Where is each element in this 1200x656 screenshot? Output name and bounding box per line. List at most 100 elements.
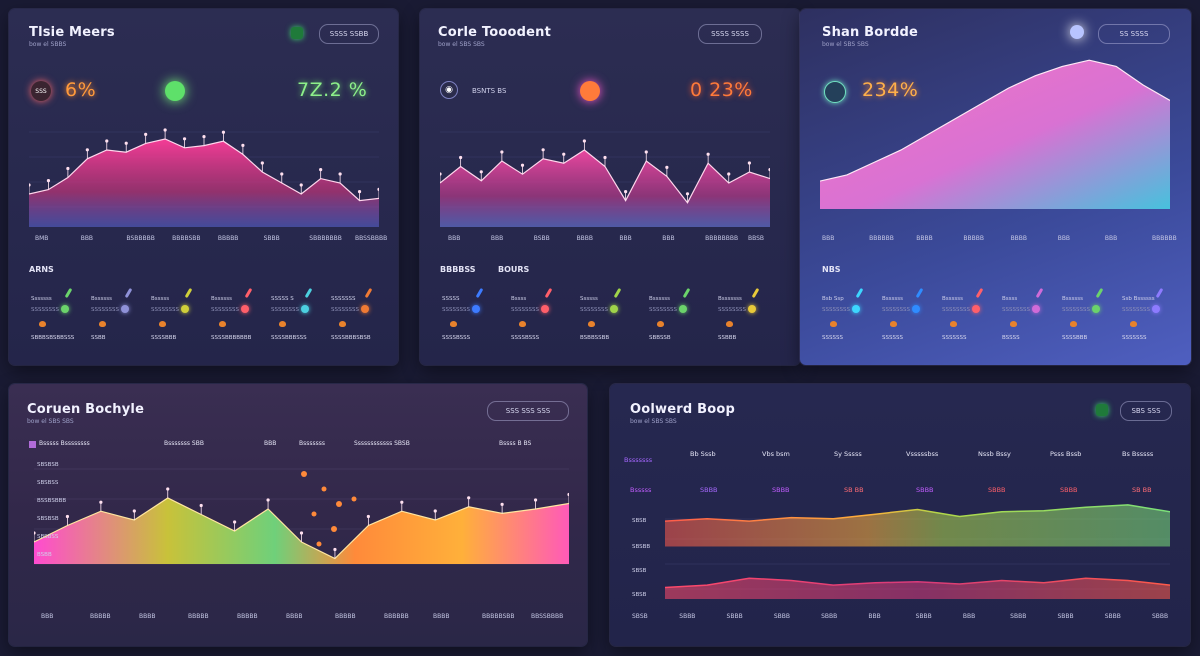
range-toggle[interactable]: SS SSSS [1098,24,1170,44]
data-point[interactable] [124,141,128,145]
legend-item-name[interactable]: Bsb Ssp [822,296,844,302]
data-point[interactable] [582,139,586,143]
legend-item-footer: SSBBB [718,335,737,341]
data-point[interactable] [46,179,51,183]
data-point[interactable] [479,170,483,174]
column-header: Bsssss Bssssssss [39,440,90,447]
data-point[interactable] [166,487,170,491]
data-point[interactable] [440,172,442,176]
data-point[interactable] [85,148,89,152]
data-point[interactable] [433,509,437,513]
data-point[interactable] [182,137,187,141]
data-point[interactable] [221,130,226,134]
data-point[interactable] [665,165,669,169]
legend-item-name[interactable]: Bsssssss [718,296,742,302]
data-point[interactable] [644,150,648,154]
data-point[interactable] [500,150,504,154]
legend-item-name[interactable]: Bssssss [882,296,903,302]
data-point[interactable] [29,183,31,187]
legend-item-name[interactable]: Bssss [1002,296,1018,302]
column-header: Bsssssss SBB [164,440,204,447]
legend-color-dot[interactable] [61,305,69,313]
legend-item-name[interactable]: SSSSS S [271,296,294,302]
data-point[interactable] [333,547,337,552]
data-point[interactable] [467,496,471,500]
legend-item-name[interactable]: SSSSSSS [331,296,356,302]
legend-item-name[interactable]: Bssssss [649,296,670,302]
legend-item-name[interactable]: Bssssss [1062,296,1083,302]
legend-item-name[interactable]: Bssss [511,296,527,302]
data-point[interactable] [319,168,323,172]
legend-color-dot[interactable] [1032,305,1040,313]
legend-item-name[interactable]: Bssssss [91,296,112,302]
data-point[interactable] [685,192,690,196]
data-point[interactable] [768,168,770,172]
data-point[interactable] [163,128,167,132]
data-point[interactable] [233,520,237,524]
data-point[interactable] [280,172,284,176]
legend-item-name[interactable]: Ssb Bssssss [1122,296,1155,302]
legend-color-dot[interactable] [361,305,369,313]
legend-color-dot[interactable] [241,305,249,313]
data-point[interactable] [199,503,203,508]
range-toggle[interactable]: SBS SSS [1120,401,1172,421]
legend-color-dot[interactable] [972,305,980,313]
data-point[interactable] [520,163,525,167]
legend-color-dot[interactable] [181,305,189,313]
data-point[interactable] [202,135,206,139]
data-point[interactable] [562,152,566,156]
data-point[interactable] [624,190,628,194]
data-point[interactable] [377,187,379,191]
data-point[interactable] [34,531,36,535]
data-point[interactable] [400,500,404,504]
status-icon[interactable] [1096,404,1108,416]
data-point[interactable] [260,161,264,165]
data-point[interactable] [338,172,342,176]
data-point[interactable] [105,139,109,143]
legend-item-name[interactable]: SSSSS [442,296,460,302]
data-point[interactable] [266,498,270,502]
legend-color-dot[interactable] [679,305,687,313]
legend-color-dot[interactable] [121,305,129,313]
legend-item-name[interactable]: Sssssss [31,296,52,302]
legend-item-name[interactable]: Bssssss [942,296,963,302]
legend-color-dot[interactable] [912,305,920,313]
data-point[interactable] [706,152,710,156]
legend-color-dot[interactable] [1152,305,1160,313]
legend-color-dot[interactable] [610,305,618,313]
data-point[interactable] [132,509,136,513]
data-point[interactable] [603,155,607,160]
data-point[interactable] [299,531,304,535]
data-point[interactable] [567,492,569,497]
data-point[interactable] [747,161,751,165]
range-toggle-label: SSS SSS SSS [505,407,551,415]
data-point[interactable] [65,514,70,519]
legend-item-name[interactable]: Bsssss [151,296,170,302]
data-point[interactable] [500,502,504,506]
data-point[interactable] [459,155,463,160]
data-point[interactable] [299,183,303,187]
legend-color-dot[interactable] [301,305,309,313]
data-point[interactable] [66,166,70,171]
status-icon[interactable] [291,27,303,39]
data-point[interactable] [144,132,148,136]
range-toggle[interactable]: SSSS SSSS [698,24,762,44]
data-point[interactable] [99,500,103,504]
data-point[interactable] [366,514,370,519]
legend-color-dot[interactable] [1092,305,1100,313]
range-toggle[interactable]: SSSS SSBB [319,24,379,44]
legend-item-name[interactable]: Bssssss [211,296,232,302]
data-point[interactable] [357,190,362,194]
legend-marker-icon [682,287,691,299]
legend-color-dot[interactable] [748,305,756,313]
data-point[interactable] [241,143,245,147]
legend-item-name[interactable]: Ssssss [580,296,598,302]
x-tick-label: BBBB [433,613,450,620]
range-toggle[interactable]: SSS SSS SSS [487,401,569,421]
data-point[interactable] [727,172,731,176]
legend-color-dot[interactable] [852,305,860,313]
legend-color-dot[interactable] [541,305,549,313]
data-point[interactable] [533,498,538,502]
legend-color-dot[interactable] [472,305,480,313]
data-point[interactable] [541,148,545,152]
